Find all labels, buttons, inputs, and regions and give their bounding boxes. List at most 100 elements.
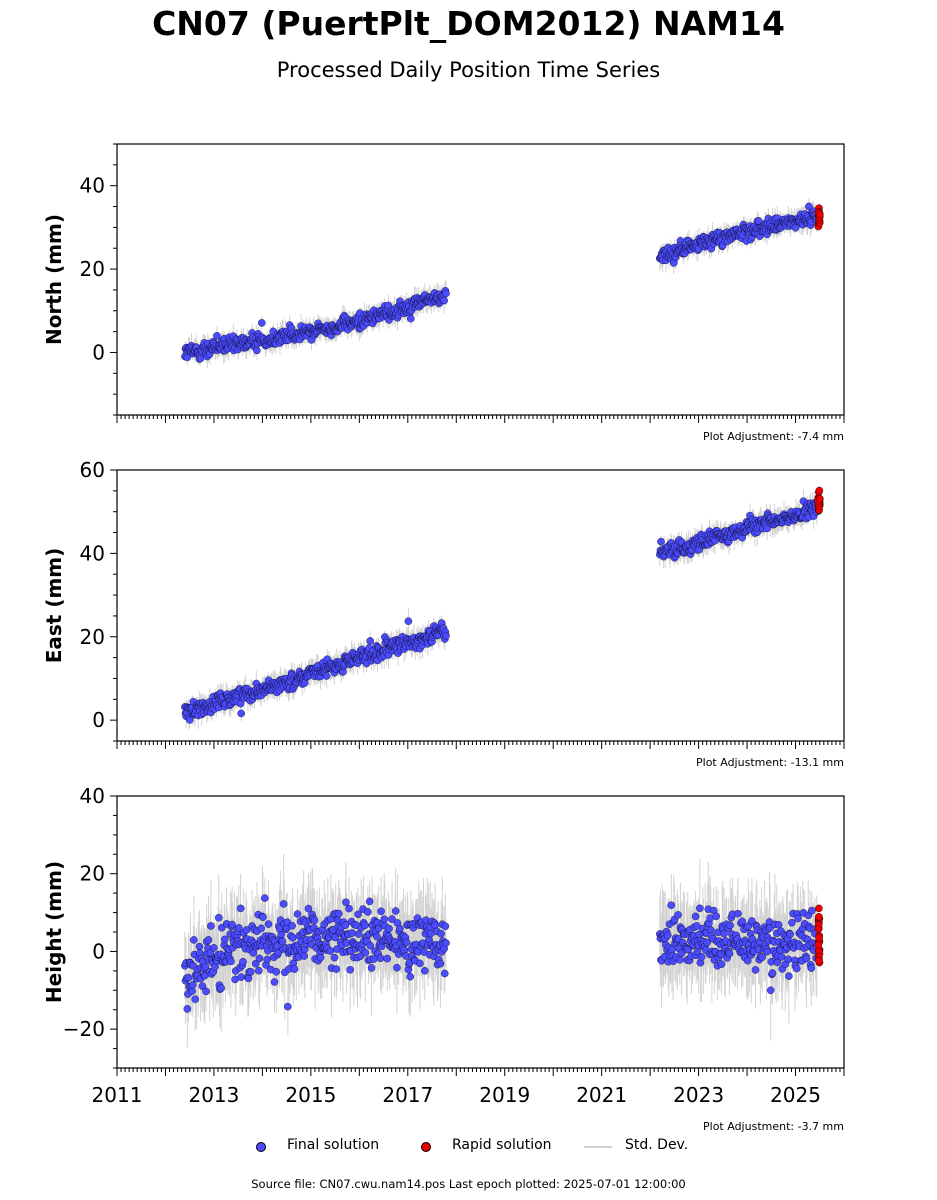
final-solution-point — [361, 948, 370, 957]
final-solution-point — [407, 314, 415, 323]
legend-final-label: Final solution — [287, 1137, 380, 1153]
y-tick-label: 20 — [80, 625, 105, 649]
final-solution-point — [785, 972, 793, 980]
final-solution-point — [348, 929, 356, 937]
final-solution-point — [440, 296, 448, 305]
final-solution-point — [807, 964, 816, 972]
final-solution-point — [288, 922, 296, 930]
rapid-solution-marker — [421, 1142, 431, 1152]
chart-subtitle: Processed Daily Position Time Series — [276, 58, 661, 82]
final-solution-point — [244, 974, 253, 983]
final-solution-point — [383, 954, 391, 963]
final-solution-point — [786, 930, 794, 939]
final-solution-point — [693, 922, 701, 930]
chart-title: CN07 (PuertPlt_DOM2012) NAM14 — [152, 4, 785, 43]
final-solution-point — [290, 965, 299, 973]
final-solution-point — [263, 955, 271, 964]
final-solution-point — [330, 953, 339, 962]
final-solution-point — [279, 900, 288, 908]
legend-rapid-label: Rapid solution — [452, 1137, 552, 1153]
x-tick-label: 2019 — [479, 1083, 530, 1107]
y-axis-label: North (mm) — [42, 214, 66, 345]
final-solution-point — [380, 915, 388, 923]
final-solution-point — [253, 346, 261, 355]
y-axis-ticks — [110, 143, 117, 416]
final-solution-point — [184, 973, 193, 982]
final-solution-point — [217, 984, 225, 992]
final-solution-point — [416, 959, 424, 968]
y-axis-label: East (mm) — [42, 548, 66, 664]
x-tick-label: 2025 — [770, 1083, 821, 1107]
x-tick-label: 2015 — [285, 1083, 336, 1107]
final-solution-point — [202, 987, 210, 996]
final-solution-point — [188, 981, 197, 989]
final-solution-point — [794, 914, 802, 923]
plot-area — [181, 198, 824, 369]
final-solution-point — [396, 924, 404, 933]
rapid-solution-point — [815, 495, 824, 503]
panel-1: 0 20 40 North (mm) Plot Adjustment: -7.4 mm — [42, 143, 845, 443]
final-solution-point — [207, 922, 215, 930]
final-solution-point — [663, 931, 672, 939]
rapid-solution-point — [815, 210, 824, 218]
final-solution-point — [284, 1002, 292, 1011]
final-solution-point — [300, 952, 308, 960]
final-solution-point — [385, 924, 393, 933]
final-solution-point — [768, 969, 777, 977]
final-solution-point — [258, 319, 266, 327]
final-solution-point — [270, 978, 279, 986]
final-solution-point — [657, 537, 665, 546]
y-tick-label: 0 — [92, 708, 105, 732]
final-solution-point — [251, 959, 260, 968]
final-solution-point — [367, 964, 376, 972]
final-solution-point — [691, 912, 700, 921]
plot-adjustment-note: Plot Adjustment: -3.7 mm — [703, 1120, 844, 1133]
final-solution-point — [373, 932, 381, 941]
final-solution-point — [288, 934, 297, 942]
final-solution-point — [304, 904, 313, 913]
final-solution-point — [751, 966, 760, 974]
final-solution-point — [712, 912, 720, 921]
final-solution-marker — [256, 1142, 266, 1152]
rapid-solution-point — [815, 934, 823, 942]
final-solution-point — [201, 963, 210, 971]
final-solution-point — [754, 217, 763, 225]
final-solution-point — [264, 920, 273, 928]
final-solution-point — [391, 907, 400, 915]
x-tick-label: 2021 — [576, 1083, 627, 1107]
final-solution-point — [696, 904, 704, 913]
final-solution-point — [763, 524, 771, 533]
rapid-solution-point — [814, 941, 823, 949]
final-solution-point — [734, 909, 742, 918]
final-solution-point — [792, 964, 801, 973]
plot-area — [181, 486, 824, 730]
panel-frame — [116, 143, 845, 416]
plot-adjustment-note: Plot Adjustment: -13.1 mm — [696, 756, 844, 769]
final-solution-point — [183, 1005, 192, 1013]
final-solution-point — [221, 935, 229, 944]
x-axis-ticks — [116, 1068, 845, 1076]
y-tick-label: 40 — [80, 784, 105, 808]
stddev-line-marker — [584, 1146, 612, 1148]
final-solution-point — [210, 944, 218, 952]
legend: Final solution Rapid solution Std. Dev. — [0, 1137, 937, 1159]
final-solution-point — [341, 921, 350, 929]
y-axis-ticks — [110, 795, 117, 1069]
final-solution-point — [237, 709, 245, 718]
rapid-solution-point — [815, 913, 823, 921]
final-solution-point — [261, 894, 269, 902]
y-tick-label: −20 — [63, 1017, 105, 1041]
final-solution-point — [198, 982, 207, 990]
final-solution-point — [703, 938, 711, 947]
final-solution-point — [402, 938, 411, 947]
y-axis-label: Height (mm) — [42, 861, 66, 1003]
final-solution-point — [436, 959, 445, 968]
y-tick-label: 20 — [80, 862, 105, 886]
final-solution-point — [334, 909, 343, 918]
final-solution-point — [366, 637, 374, 645]
final-solution-point — [377, 907, 385, 916]
final-solution-point — [346, 966, 354, 974]
final-solution-point — [255, 954, 264, 963]
final-solution-point — [802, 954, 811, 963]
final-solution-point — [388, 915, 396, 923]
